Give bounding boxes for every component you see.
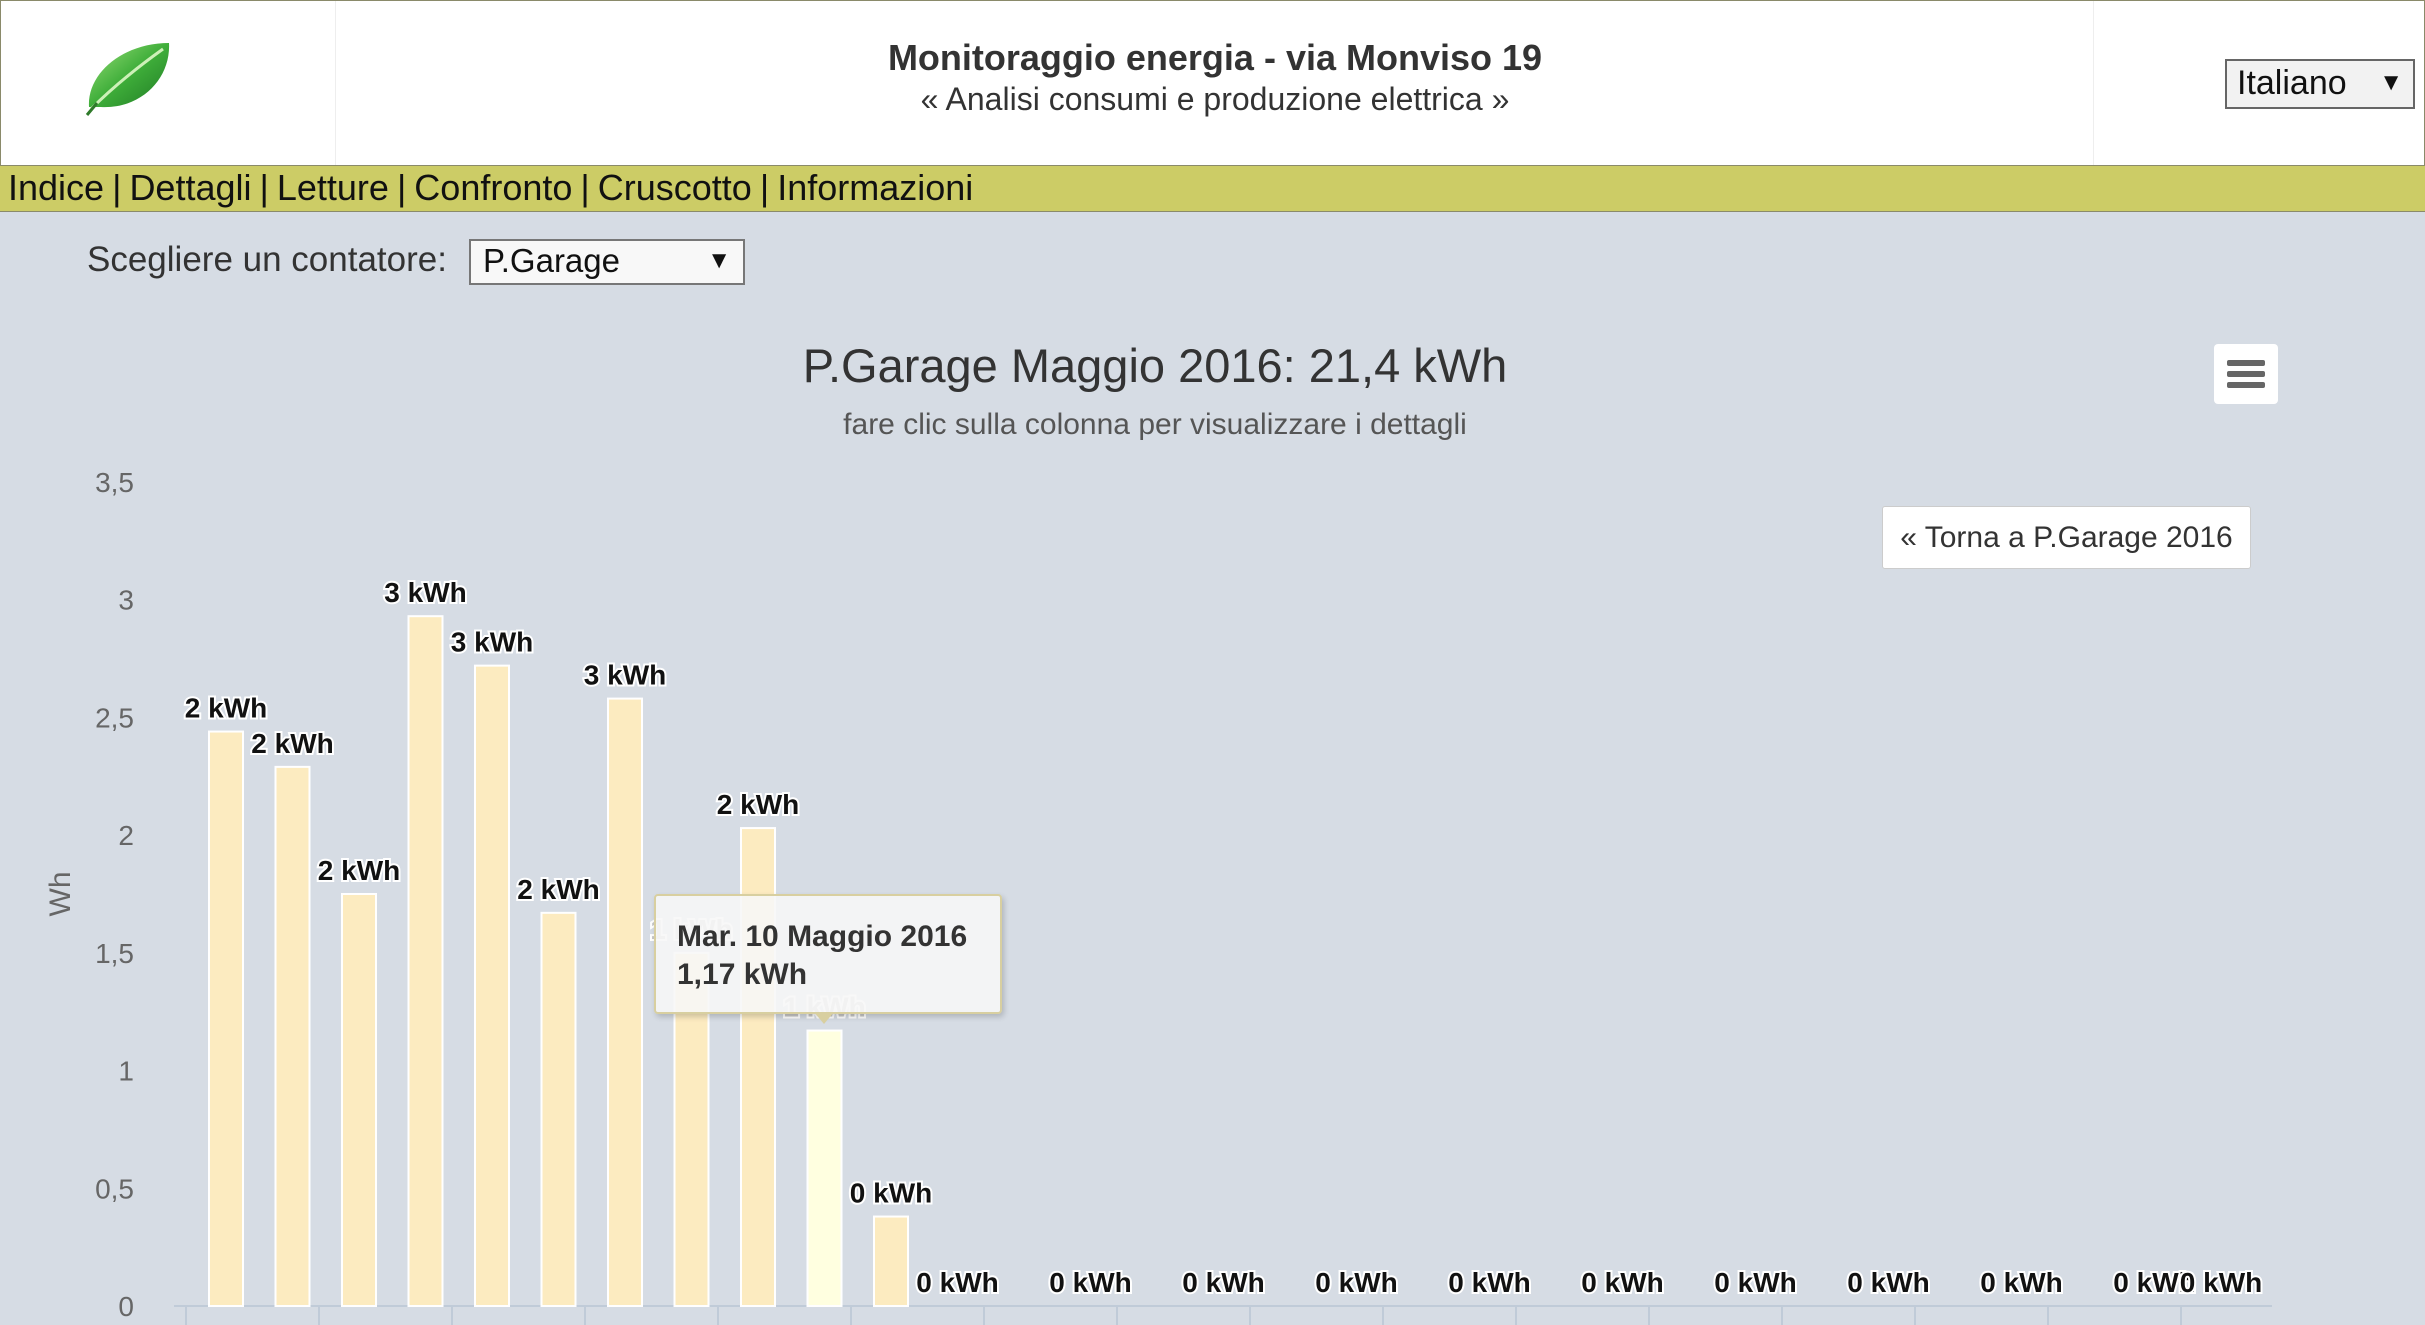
y-axis-title: Wh (44, 872, 77, 917)
chart-menu-button[interactable] (2214, 344, 2278, 404)
nav-separator: | (580, 167, 590, 208)
dropdown-arrow-icon: ▼ (2379, 69, 2403, 96)
nav-item-informazioni[interactable]: Informazioni (777, 167, 974, 208)
bar-data-label: 0 kWh (1714, 1267, 1796, 1298)
back-to-year-button[interactable]: « Torna a P.Garage 2016 (1882, 506, 2251, 569)
main-nav: Indice | Dettagli | Letture | Confronto | Crusco… (0, 166, 2425, 212)
y-tick-label: 2,5 (95, 702, 134, 733)
hamburger-menu-icon (2227, 371, 2265, 377)
y-tick-label: 2 (118, 820, 134, 851)
bar-data-label: 2 kWh (318, 855, 400, 886)
language-selected-value: Italiano (2237, 64, 2347, 102)
bar-data-label: 0 kWh (1315, 1267, 1397, 1298)
chart-bar[interactable] (341, 893, 377, 1307)
bar-data-label: 0 kWh (2180, 1267, 2262, 1298)
language-cell: Italiano ▼ (2093, 1, 2425, 165)
y-tick-label: 0 (118, 1291, 134, 1322)
nav-item-dettagli[interactable]: Dettagli (129, 167, 252, 208)
y-tick-label: 3,5 (95, 467, 134, 498)
logo-cell (1, 1, 336, 165)
bar-data-label: 3 kWh (584, 660, 666, 691)
y-tick-label: 3 (118, 585, 134, 616)
y-tick-label: 1 (118, 1056, 134, 1087)
nav-separator: | (112, 167, 122, 208)
chart-bar[interactable] (407, 615, 444, 1307)
language-select[interactable]: Italiano ▼ (2225, 59, 2415, 109)
nav-separator: | (259, 167, 269, 208)
bar-data-label: 0 kWh (1182, 1267, 1264, 1298)
bar-data-label: 2 kWh (185, 693, 267, 724)
meter-select[interactable]: P.Garage ▼ (469, 239, 745, 285)
chart-bar[interactable] (607, 697, 643, 1307)
chart-bar[interactable] (540, 911, 577, 1307)
bar-data-label: 0 kWh (916, 1267, 998, 1298)
tooltip-value: 1,17 kWh (677, 958, 808, 991)
bar-data-label: 0 kWh (1049, 1267, 1131, 1298)
bar-data-label: 0 kWh (2113, 1267, 2195, 1298)
meter-selector-row: Scegliere un contatore: P.Garage ▼ (87, 237, 745, 287)
chart-bar[interactable] (474, 664, 510, 1307)
hamburger-menu-icon (2227, 382, 2265, 388)
chart-bar[interactable] (873, 1215, 909, 1307)
dropdown-arrow-icon: ▼ (707, 247, 731, 274)
y-tick-label: 1,5 (95, 938, 134, 969)
bar-data-label: 0 kWh (1980, 1267, 2062, 1298)
bar-data-label: 2 kWh (517, 874, 599, 905)
nav-separator: | (396, 167, 407, 208)
bar-data-label: 0 kWh (1581, 1267, 1663, 1298)
tooltip-date: Mar. 10 Maggio 2016 (677, 920, 968, 953)
tooltip-pointer (814, 1012, 834, 1024)
green-leaf-icon[interactable] (83, 37, 175, 117)
hamburger-menu-icon (2227, 360, 2265, 366)
bar-data-label: 0 kWh (1448, 1267, 1530, 1298)
nav-separator: | (759, 167, 770, 208)
bar-data-label: 3 kWh (451, 627, 533, 658)
site-title: Monitoraggio energia - via Monviso 19 (887, 37, 1543, 78)
nav-item-indice[interactable]: Indice (8, 167, 105, 208)
meter-label: Scegliere un contatore: (87, 240, 447, 279)
chart-subtitle: fare clic sulla colonna per visualizzare… (843, 408, 1467, 441)
bar-data-label: 2 kWh (717, 789, 799, 820)
chart-bar[interactable] (806, 1029, 843, 1307)
y-tick-label: 0,5 (95, 1173, 134, 1204)
nav-item-confronto[interactable]: Confronto (414, 167, 573, 208)
nav-item-cruscotto[interactable]: Cruscotto (597, 167, 752, 208)
chart-title: P.Garage Maggio 2016: 21,4 kWh (802, 339, 1508, 392)
chart-bar[interactable] (208, 730, 244, 1307)
meter-selected-value: P.Garage (483, 242, 620, 279)
site-subtitle: « Analisi consumi e produzione elettrica… (920, 81, 1510, 117)
bar-data-label: 0 kWh (850, 1178, 932, 1209)
chart-tooltip: Mar. 10 Maggio 2016 1,17 kWh (654, 894, 1002, 1024)
bar-data-label: 3 kWh (384, 577, 466, 608)
bar-data-label: 0 kWh (1847, 1267, 1929, 1298)
chart-bar[interactable] (274, 765, 311, 1307)
nav-item-letture[interactable]: Letture (276, 167, 389, 208)
title-block: Monitoraggio energia - via Monviso 19 « … (337, 1, 2093, 165)
site-header: Monitoraggio energia - via Monviso 19 « … (0, 0, 2425, 166)
bar-data-label: 2 kWh (251, 728, 333, 759)
